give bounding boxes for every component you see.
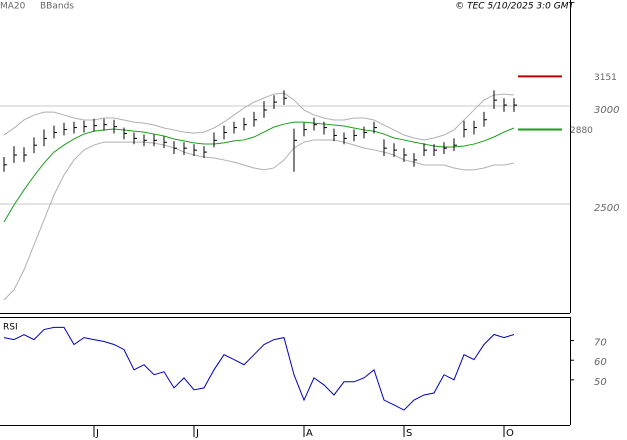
- x-tick-label: A: [306, 428, 313, 439]
- rsi-tick-label: 60: [594, 357, 607, 368]
- rsi-tick-label: 50: [594, 377, 607, 388]
- y-tick-label: 3000: [594, 105, 619, 116]
- x-tick-label: O: [506, 428, 514, 439]
- source: © TEC 5/10/2025 3:0 GMT: [455, 2, 575, 12]
- bband-upper: [3, 92, 515, 141]
- legend-ma20: MA20: [0, 2, 26, 12]
- level-label: 3151: [594, 73, 617, 83]
- ma-line: [3, 121, 515, 223]
- legend-bbands: BBands: [40, 2, 74, 12]
- x-tick-label: J: [195, 428, 199, 439]
- rsi-line: [3, 326, 515, 411]
- rsi-title: RSI: [3, 323, 18, 333]
- level-label: 2880: [570, 126, 593, 136]
- bband-lower: [3, 139, 515, 301]
- x-tick-label: J: [95, 428, 99, 439]
- rsi-tick-label: 70: [594, 338, 607, 349]
- x-tick-label: S: [406, 428, 412, 439]
- y-tick-label: 2500: [594, 203, 619, 214]
